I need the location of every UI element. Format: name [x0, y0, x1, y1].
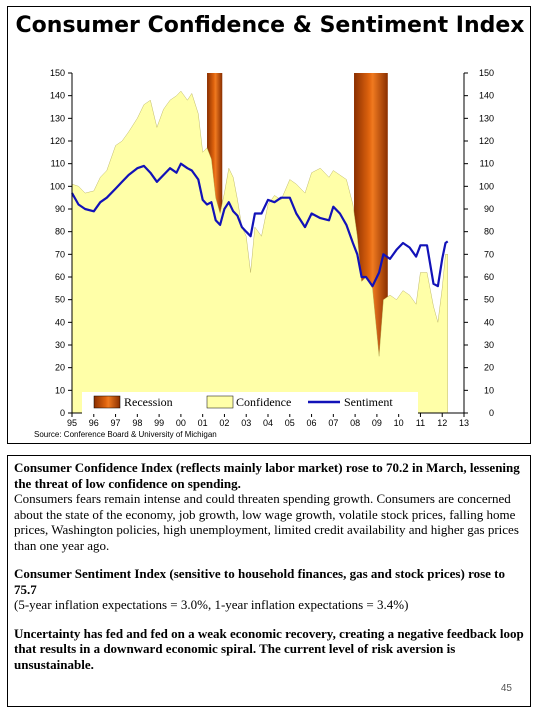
legend-label-confidence: Confidence — [236, 395, 291, 409]
sentiment-line — [71, 162, 449, 288]
x-tick-label: 12 — [437, 418, 447, 428]
chart-source: Source: Conference Board & University of… — [34, 430, 217, 439]
x-tick-label: 07 — [328, 418, 338, 428]
commentary-panel: Consumer Confidence Index (reflects main… — [7, 455, 531, 707]
chart-title: Consumer Confidence & Sentiment Index — [15, 13, 525, 38]
y-tick-label-left: 10 — [55, 385, 65, 395]
y-tick-label-left: 30 — [55, 340, 65, 350]
x-tick-label: 99 — [154, 418, 164, 428]
x-tick-label: 13 — [459, 418, 469, 428]
y-tick-label-left: 40 — [55, 317, 65, 327]
x-tick-label: 97 — [111, 418, 121, 428]
y-tick-label-right: 120 — [479, 136, 494, 146]
x-tick-label: 06 — [307, 418, 317, 428]
y-tick-label-left: 80 — [55, 227, 65, 237]
confidence-area — [71, 90, 448, 414]
x-tick-label: 11 — [416, 418, 425, 428]
y-tick-label-right: 140 — [479, 91, 494, 101]
sentiment-body: (5-year inflation expectations = 3.0%, 1… — [14, 597, 409, 612]
y-tick-label-left: 0 — [60, 408, 65, 418]
risk-conclusion: Uncertainty has fed and fed on a weak ec… — [14, 625, 524, 672]
x-tick-label: 08 — [350, 418, 360, 428]
y-tick-label-right: 10 — [484, 385, 494, 395]
y-tick-label-right: 100 — [479, 181, 494, 191]
y-tick-label-left: 50 — [55, 295, 65, 305]
y-tick-label-right: 0 — [489, 408, 494, 418]
y-tick-label-right: 40 — [484, 317, 494, 327]
x-tick-label: 00 — [176, 418, 186, 428]
legend-swatch-confidence — [206, 395, 234, 409]
x-tick-label: 09 — [372, 418, 382, 428]
x-tick-label: 02 — [219, 418, 229, 428]
y-tick-label-left: 70 — [55, 249, 65, 259]
y-tick-label-left: 130 — [50, 113, 65, 123]
x-tick-label: 03 — [241, 418, 251, 428]
x-tick-label: 96 — [89, 418, 99, 428]
y-tick-label-right: 90 — [484, 204, 494, 214]
legend-box — [82, 392, 418, 414]
y-tick-label-right: 130 — [479, 113, 494, 123]
y-tick-label-right: 150 — [479, 68, 494, 78]
sentiment-headline: Consumer Sentiment Index (sensitive to h… — [14, 566, 506, 597]
y-tick-label-left: 120 — [50, 136, 65, 146]
y-tick-label-left: 60 — [55, 272, 65, 282]
y-tick-label-left: 140 — [50, 91, 65, 101]
x-tick-label: 95 — [67, 418, 77, 428]
y-tick-label-right: 70 — [484, 249, 494, 259]
y-tick-label-right: 50 — [484, 295, 494, 305]
legend-label-recession: Recession — [124, 395, 173, 409]
confidence-area-layer — [71, 90, 448, 414]
legend-label-sentiment: Sentiment — [344, 395, 393, 409]
legend: Recession Confidence Sentiment — [82, 392, 418, 414]
y-tick-label-left: 90 — [55, 204, 65, 214]
confidence-headline: Consumer Confidence Index (reflects main… — [14, 460, 520, 491]
y-tick-label-left: 110 — [51, 159, 65, 169]
page-number: 45 — [500, 682, 512, 694]
x-tick-label: 04 — [263, 418, 273, 428]
y-tick-label-left: 100 — [50, 181, 65, 191]
y-tick-label-right: 20 — [484, 363, 494, 373]
sentiment-line-layer — [71, 162, 449, 288]
x-tick-label: 10 — [394, 418, 404, 428]
y-tick-label-left: 150 — [50, 68, 65, 78]
x-tick-label: 05 — [285, 418, 295, 428]
x-tick-label: 98 — [132, 418, 142, 428]
y-tick-label-right: 110 — [480, 159, 494, 169]
confidence-body: Consumers fears remain intense and could… — [14, 491, 519, 553]
x-tick-label: 01 — [198, 418, 208, 428]
y-tick-label-right: 60 — [484, 272, 494, 282]
y-tick-label-right: 80 — [484, 227, 494, 237]
legend-swatch-recession — [93, 395, 121, 409]
y-tick-label-right: 30 — [484, 340, 494, 350]
y-tick-label-left: 20 — [55, 363, 65, 373]
